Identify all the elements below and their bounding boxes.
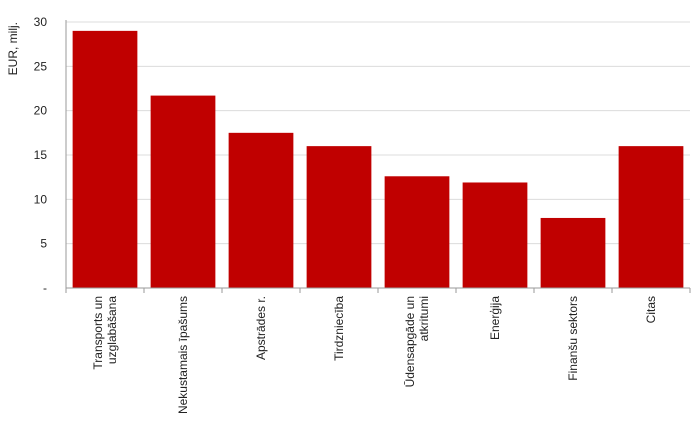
x-category-label: Enerģija [488,296,502,340]
x-category-label: Ūdensapgāde un atkritumi [403,296,431,387]
y-tick-label: 25 [34,59,48,73]
x-category-label: Finanšu sektors [566,296,580,381]
bar [72,30,138,288]
x-category-label-line: Transports un [91,296,105,370]
y-tick-label: 10 [34,192,48,206]
y-tick-label: 15 [34,148,48,162]
x-category-label-line: Nekustamais īpašums [176,296,190,414]
x-category-label-line: Tirdzniecība [332,296,346,361]
x-category-label-line: Citas [644,296,658,323]
y-tick-labels: - 5 10 15 20 25 30 [34,15,48,295]
x-category-label: Tirdzniecība [332,296,346,361]
x-category-label: Transports un uzglabāšana [91,296,119,370]
x-category-label-line: Apstrādes r. [254,296,268,360]
bar [306,146,372,288]
x-category-label: Apstrādes r. [254,296,268,360]
x-category-label-line: Ūdensapgāde un [403,296,417,387]
x-category-label-line: Enerģija [488,296,502,340]
x-category-label: Citas [644,296,658,323]
x-category-label-line: Finanšu sektors [566,296,580,381]
x-category-label-line: uzglabāšana [105,296,119,364]
bar [384,176,450,288]
y-tick-label: 30 [34,15,48,29]
y-tick-label: 20 [34,104,48,118]
y-tick-label: - [43,281,47,295]
bars [72,30,684,289]
x-category-label-line: atkritumi [417,296,431,341]
bar [462,182,528,288]
axes [65,20,691,293]
y-tick-label: 5 [40,237,47,251]
y-axis-title: EUR, milj. [6,22,20,75]
bar [540,217,606,288]
bar [228,132,294,288]
bar [618,146,684,288]
x-category-labels: Transports un uzglabāšana Nekustamais īpaš… [91,296,658,414]
bar [150,95,216,289]
x-category-label: Nekustamais īpašums [176,296,190,414]
